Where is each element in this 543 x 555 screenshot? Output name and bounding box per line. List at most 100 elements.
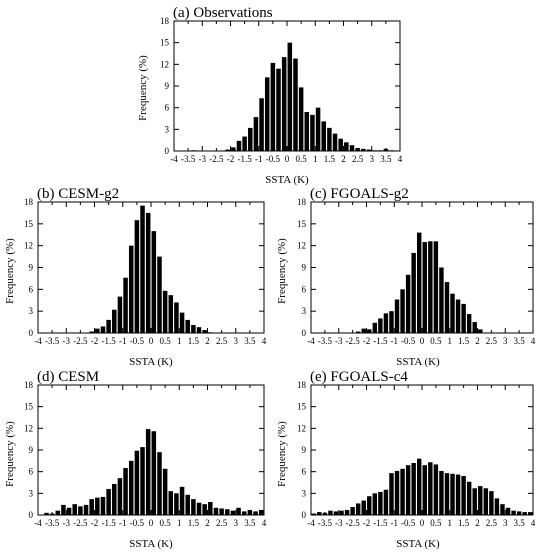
histogram-bar (145, 212, 151, 333)
histogram-bar (89, 331, 94, 333)
histogram-bar (483, 488, 489, 515)
histogram-bar (61, 504, 66, 515)
histogram-bar (317, 512, 322, 515)
x-tick-label: 4 (531, 518, 536, 528)
x-tick-label: -0.5 (130, 518, 145, 528)
y-tick-label: 15 (297, 219, 307, 229)
x-tick-label: 2.5 (216, 336, 228, 346)
x-tick-label: 0 (149, 336, 154, 346)
y-axis-label: Frequency (%) (276, 238, 288, 304)
x-tick-label: 1 (448, 336, 453, 346)
x-tick-label: -2 (363, 336, 371, 346)
histogram-bar (106, 489, 111, 515)
x-tick-label: 0.5 (160, 518, 172, 528)
panel-title: (c) FGOALS-g2 (310, 186, 409, 202)
x-tick-label: -0.5 (266, 154, 281, 164)
histogram-bar (270, 62, 276, 151)
histogram-bar (455, 474, 461, 515)
x-tick-label: -3 (335, 336, 343, 346)
x-tick-label: -4 (34, 336, 42, 346)
x-tick-label: -2.5 (73, 336, 88, 346)
histogram-bar (444, 473, 450, 515)
histogram-bar (461, 476, 466, 515)
histogram-bar (112, 483, 117, 515)
y-tick-label: 15 (24, 219, 34, 229)
x-tick-label: 2 (205, 518, 210, 528)
histogram-bar (123, 277, 128, 333)
histogram-bar (219, 508, 224, 515)
histogram-bar (478, 329, 483, 333)
y-tick-label: 12 (24, 241, 33, 251)
x-tick-label: 2.5 (352, 154, 364, 164)
histogram-bar (140, 447, 145, 515)
histogram-bar (117, 296, 123, 333)
histogram-bar (528, 512, 533, 515)
x-tick-label: -1 (119, 336, 127, 346)
histogram-bar (428, 241, 433, 333)
histogram-bar (117, 478, 123, 515)
histogram-bar (168, 491, 174, 515)
histogram-bar (225, 149, 230, 151)
histogram-bar (394, 299, 400, 333)
histogram-bar (389, 311, 394, 333)
x-tick-label: 2 (475, 518, 480, 528)
y-tick-label: 12 (160, 59, 169, 69)
histogram-bar (400, 468, 405, 515)
histogram-bar (66, 507, 72, 515)
y-tick-label: 0 (302, 510, 307, 520)
x-tick-label: 1 (177, 336, 182, 346)
x-tick-label: 2 (205, 336, 210, 346)
histogram-bar (422, 465, 427, 515)
histogram-bar (276, 68, 281, 151)
y-tick-label: 3 (29, 488, 34, 498)
x-tick-label: 1 (177, 518, 182, 528)
x-tick-label: -4 (307, 518, 315, 528)
x-axis-label: SSTA (K) (129, 356, 173, 368)
histogram-bar (157, 256, 162, 333)
histogram-bar (433, 241, 439, 333)
histogram-bar (225, 509, 230, 515)
histogram-bar (78, 506, 83, 515)
histogram-bar (44, 512, 49, 515)
histogram-bar (478, 486, 483, 515)
histogram-bar (383, 489, 389, 515)
x-axis-label: SSTA (K) (396, 356, 440, 368)
histogram-bar (450, 293, 455, 333)
y-tick-label: 3 (302, 488, 307, 498)
histogram-bar (417, 458, 422, 515)
x-tick-label: 1.5 (324, 154, 336, 164)
x-tick-label: 0.5 (430, 336, 442, 346)
histogram-bar (242, 136, 247, 151)
histogram-bar (338, 138, 343, 151)
x-tick-label: -2 (91, 336, 99, 346)
histogram-bar (433, 464, 439, 515)
histogram-bar (411, 463, 416, 515)
x-tick-label: 1 (313, 154, 318, 164)
x-tick-label: -2.5 (73, 518, 88, 528)
y-axis-label: Frequency (%) (137, 55, 149, 121)
histogram-bar (151, 231, 157, 333)
panel-fgoals-g2: (c) FGOALS-g2 Frequency (%) SSTA (K) -4-… (276, 186, 536, 368)
x-axis-label: SSTA (K) (396, 538, 440, 550)
x-tick-label: 4 (531, 336, 536, 346)
histogram-bar (321, 121, 326, 151)
histogram-bar (405, 274, 411, 333)
y-tick-label: 0 (29, 328, 34, 338)
x-tick-label: 4 (398, 154, 403, 164)
y-tick-label: 12 (297, 241, 306, 251)
y-tick-label: 6 (165, 103, 170, 113)
x-tick-label: 3.5 (244, 518, 256, 528)
plot-frame (310, 384, 534, 516)
histogram-bar (174, 493, 179, 515)
x-tick-label: -0.5 (401, 518, 416, 528)
histogram-bar (378, 491, 383, 515)
y-tick-label: 9 (302, 445, 307, 455)
y-tick-label: 15 (297, 402, 307, 412)
histogram-bar (174, 302, 179, 333)
histogram-bar (400, 289, 405, 333)
x-axis-label: SSTA (K) (129, 538, 173, 550)
histogram-bar (315, 107, 321, 151)
y-tick-label: 3 (302, 306, 307, 316)
histogram-bar (162, 290, 168, 333)
x-tick-label: 1.5 (458, 336, 470, 346)
